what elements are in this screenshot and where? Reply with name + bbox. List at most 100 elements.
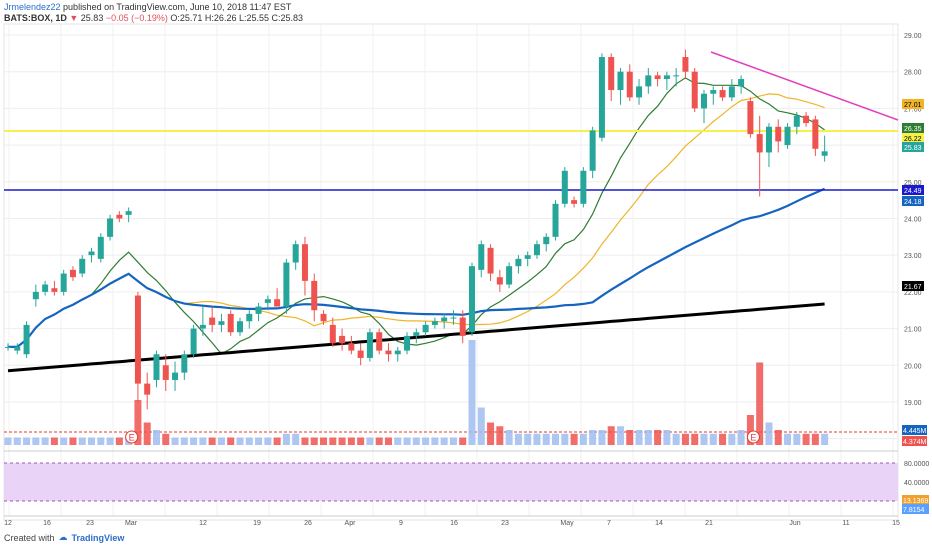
candle-body (561, 170, 568, 204)
price-label-bg (902, 123, 924, 133)
plot-area (3, 23, 899, 521)
price-label-box: 27.01 (902, 99, 924, 109)
candle-body (422, 324, 429, 333)
volume-bar (607, 426, 615, 445)
stoch-label-bg (902, 495, 929, 505)
candle-body (329, 324, 336, 344)
candle-body (663, 75, 670, 80)
candle-body (533, 244, 540, 256)
candle-body (803, 115, 810, 124)
volume-bar (4, 437, 12, 445)
time-tick-label: 16 (450, 520, 458, 527)
volume-bar (357, 437, 365, 445)
volume-bar (505, 430, 513, 445)
candle-body (339, 335, 346, 344)
price-axis: 29.0028.0027.0026.0025.0024.0023.0022.00… (902, 33, 929, 514)
volume-bar (422, 437, 430, 445)
price-tick-label: 21.00 (904, 327, 922, 334)
candle-body (320, 313, 327, 322)
volume-bar (50, 437, 58, 445)
candle-body (385, 350, 392, 355)
volume-bar (384, 437, 392, 445)
volume-bar (691, 433, 699, 445)
volume-bar (746, 415, 754, 445)
volume-label-bg (902, 436, 927, 446)
volume-bar (496, 426, 504, 445)
candle-body (97, 236, 104, 259)
stoch-band (4, 463, 898, 501)
volume-bar (301, 437, 309, 445)
candle-body (348, 343, 355, 351)
time-axis: 12 16 23 Mar 12 19 26 Apr 9 16 23 May 7 14 21 Jun 11 15 (4, 515, 900, 527)
time-tick-label: 23 (86, 520, 94, 527)
candle-body (812, 119, 819, 149)
volume-bar (88, 437, 96, 445)
price-label-bg (902, 133, 924, 143)
volume-bar (115, 437, 123, 445)
candle-body (710, 90, 717, 94)
candle-body (738, 79, 745, 87)
volume-bar (561, 433, 569, 445)
price-label-text: 25.83 (904, 145, 922, 152)
time-tick-label: 19 (253, 520, 261, 527)
volume-bar (774, 430, 782, 445)
ohlc-values: O:25.71 H:26.26 L:25.55 C:25.83 (170, 13, 304, 23)
candle-body (719, 90, 726, 98)
candle-body (153, 354, 160, 380)
volume-bar (60, 437, 68, 445)
candle-body (450, 317, 457, 319)
price-label-bg (902, 185, 924, 195)
candle-body (357, 350, 364, 358)
candle-body (190, 328, 197, 355)
candle-body (506, 266, 513, 285)
candle-body (23, 324, 30, 355)
candle-body (413, 332, 420, 336)
candle-body (311, 280, 318, 311)
volume-bar (199, 437, 207, 445)
time-tick-label: 23 (501, 520, 509, 527)
created-with: Created with (4, 532, 55, 543)
volume-bar (765, 422, 773, 445)
volume-bar (13, 437, 21, 445)
volume-bar (217, 437, 225, 445)
volume-bar (41, 437, 49, 445)
volume-bar (190, 437, 198, 445)
down-arrow-icon: ▼ (69, 13, 79, 23)
candle-body (301, 244, 308, 281)
price-tick-label: 20.00 (904, 363, 922, 370)
candle-body (255, 306, 262, 314)
earnings-label: E (750, 433, 756, 443)
volume-bar (282, 433, 290, 445)
volume-bar (431, 437, 439, 445)
time-tick-label: Apr (345, 520, 357, 527)
earnings-marker (125, 430, 139, 444)
price-label-box: 25.83 (902, 142, 924, 152)
volume-label-box: 4.374M (902, 436, 927, 446)
volume-bar (514, 433, 522, 445)
volume-bar (784, 433, 792, 445)
volume-bar (171, 437, 179, 445)
volume-bar (134, 400, 142, 445)
price-label-box: 21.67 (902, 281, 924, 291)
volume-bar (459, 437, 467, 445)
candle-body (88, 251, 95, 256)
volume-label-text: 4.374M (903, 439, 927, 446)
candle-body (366, 332, 373, 358)
candle-body (478, 244, 485, 270)
candle-body (775, 126, 782, 142)
candle-body (598, 57, 605, 138)
price-tick-label: 22.00 (904, 290, 922, 297)
volume-bar (320, 437, 328, 445)
candle-body (60, 273, 67, 292)
candle-body (756, 134, 763, 153)
candle-body (487, 247, 494, 274)
sma-short-line (8, 77, 825, 355)
volume-bar (227, 437, 235, 445)
tradingview-logo-icon: ☁ (58, 532, 68, 542)
candle-body (162, 365, 169, 380)
author-link[interactable]: Jrmelendez22 (4, 2, 61, 12)
volume-bar (32, 437, 40, 445)
candle-body (459, 317, 466, 336)
tradingview-brand[interactable]: TradingView (71, 532, 125, 543)
